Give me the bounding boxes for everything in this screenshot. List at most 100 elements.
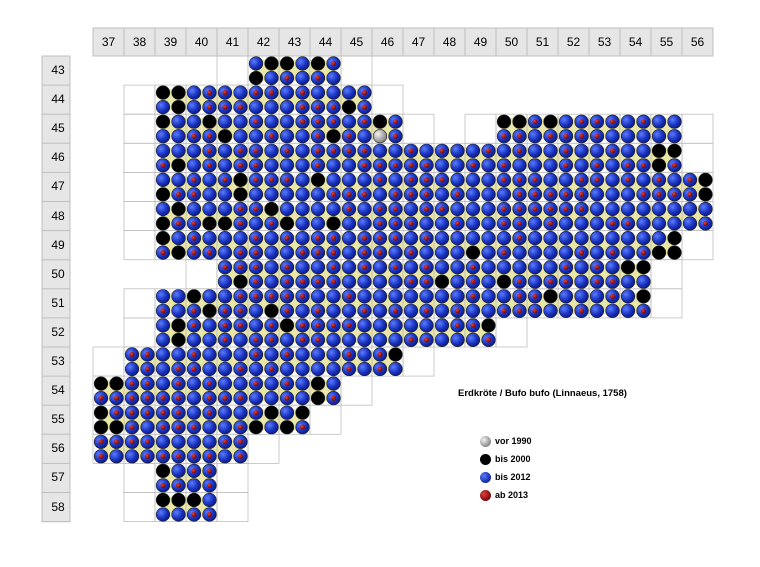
dot-bis-2000 <box>264 201 279 217</box>
dot-bis-2012 <box>574 216 589 231</box>
dot-ab-2013 <box>640 308 647 314</box>
dot-ab-2013 <box>222 322 228 328</box>
dot-ab-2013 <box>175 395 182 401</box>
dot-bis-2000 <box>279 216 295 231</box>
dot-bis-2012 <box>341 245 357 260</box>
dot-bis-2012 <box>202 332 217 348</box>
dot-ab-2013 <box>129 410 135 416</box>
dot-bis-2000 <box>636 289 651 304</box>
grid-cell <box>247 433 280 464</box>
dot-bis-2012 <box>341 303 357 318</box>
dot-bis-2000 <box>264 303 279 318</box>
dot-bis-2012 <box>248 56 264 71</box>
dot-ab-2013 <box>222 395 228 401</box>
dot-bis-2012 <box>202 201 217 217</box>
dot-ab-2013 <box>392 119 399 125</box>
dot-ab-2013 <box>315 322 321 328</box>
row-label: 44 <box>51 92 65 107</box>
dot-bis-2012 <box>512 158 527 173</box>
dot-ab-2013 <box>268 293 275 299</box>
dot-ab-2013 <box>113 439 120 445</box>
legend-swatch-grey <box>480 435 491 447</box>
dot-bis-2000 <box>326 216 341 231</box>
dot-bis-2012 <box>264 158 279 173</box>
dot-ab-2013 <box>609 293 616 299</box>
dot-ab-2013 <box>299 424 306 430</box>
dot-ab-2013 <box>299 337 306 343</box>
dot-bis-2012 <box>341 260 357 275</box>
row-label: 43 <box>51 63 65 77</box>
dot-bis-2012 <box>217 245 233 260</box>
dot-bis-2012 <box>186 114 202 129</box>
dot-ab-2013 <box>237 250 244 256</box>
dot-bis-2012 <box>667 129 682 144</box>
dot-ab-2013 <box>175 191 182 197</box>
dot-bis-2012 <box>450 143 465 158</box>
dot-ab-2013 <box>206 468 213 474</box>
dot-ab-2013 <box>439 148 445 154</box>
dot-bis-2012 <box>310 361 326 377</box>
dot-ab-2013 <box>470 322 476 328</box>
dot-ab-2013 <box>547 279 554 285</box>
column-label: 49 <box>473 35 488 49</box>
dot-ab-2013 <box>299 293 306 299</box>
dot-ab-2013 <box>237 453 244 459</box>
dot-ab-2013 <box>501 162 507 168</box>
dot-bis-2000 <box>465 245 481 260</box>
grid-cell <box>464 113 497 144</box>
column-label: 47 <box>411 35 426 49</box>
dot-bis-2012 <box>481 289 496 304</box>
dot-bis-2012 <box>574 143 589 158</box>
dot-bis-2012 <box>326 361 341 377</box>
dot-bis-2012 <box>496 260 512 275</box>
dot-ab-2013 <box>315 133 321 139</box>
dot-ab-2013 <box>346 206 352 212</box>
dot-ab-2013 <box>470 293 476 299</box>
legend-item-vor-1990: vor 1990 <box>480 432 532 450</box>
dot-bis-2012 <box>279 158 295 173</box>
dot-bis-2012 <box>543 172 558 187</box>
row-label: 48 <box>51 208 65 223</box>
dot-bis-2000 <box>217 129 233 144</box>
dot-bis-2012 <box>465 172 481 187</box>
dot-ab-2013 <box>222 104 228 110</box>
dot-bis-2012 <box>186 405 202 420</box>
dot-bis-2012 <box>419 216 434 231</box>
dot-bis-2012 <box>295 376 310 391</box>
dot-bis-2012 <box>202 361 217 377</box>
dot-bis-2012 <box>636 129 651 144</box>
dot-bis-2012 <box>434 303 450 318</box>
dot-ab-2013 <box>625 220 631 227</box>
dot-ab-2013 <box>563 264 569 270</box>
dot-ab-2013 <box>284 235 290 241</box>
dot-ab-2013 <box>315 308 321 314</box>
dot-ab-2013 <box>609 279 616 285</box>
dot-ab-2013 <box>175 381 182 387</box>
dot-ab-2013 <box>299 322 306 328</box>
dot-bis-2012 <box>264 347 279 362</box>
dot-bis-2012 <box>186 143 202 158</box>
grid-cell <box>92 346 125 377</box>
grid-cell <box>340 375 373 406</box>
dot-bis-2012 <box>140 420 155 435</box>
dot-ab-2013 <box>237 322 244 328</box>
dot-ab-2013 <box>206 482 213 488</box>
dot-ab-2013 <box>671 191 678 197</box>
dot-bis-2012 <box>124 361 140 377</box>
dot-ab-2013 <box>361 250 368 256</box>
dot-bis-2012 <box>450 201 465 217</box>
dot-bis-2012 <box>605 201 620 217</box>
dot-ab-2013 <box>253 90 259 96</box>
dot-bis-2012 <box>465 187 481 202</box>
column-label: 54 <box>628 35 643 49</box>
dot-bis-2012 <box>496 187 512 202</box>
dot-ab-2013 <box>191 453 197 459</box>
dot-ab-2013 <box>160 453 166 459</box>
column-label: 53 <box>597 35 612 49</box>
dot-bis-2012 <box>465 303 481 318</box>
dot-bis-2012 <box>264 245 279 260</box>
dot-ab-2013 <box>578 133 585 139</box>
dot-bis-2012 <box>326 70 341 86</box>
dot-bis-2012 <box>512 260 527 275</box>
